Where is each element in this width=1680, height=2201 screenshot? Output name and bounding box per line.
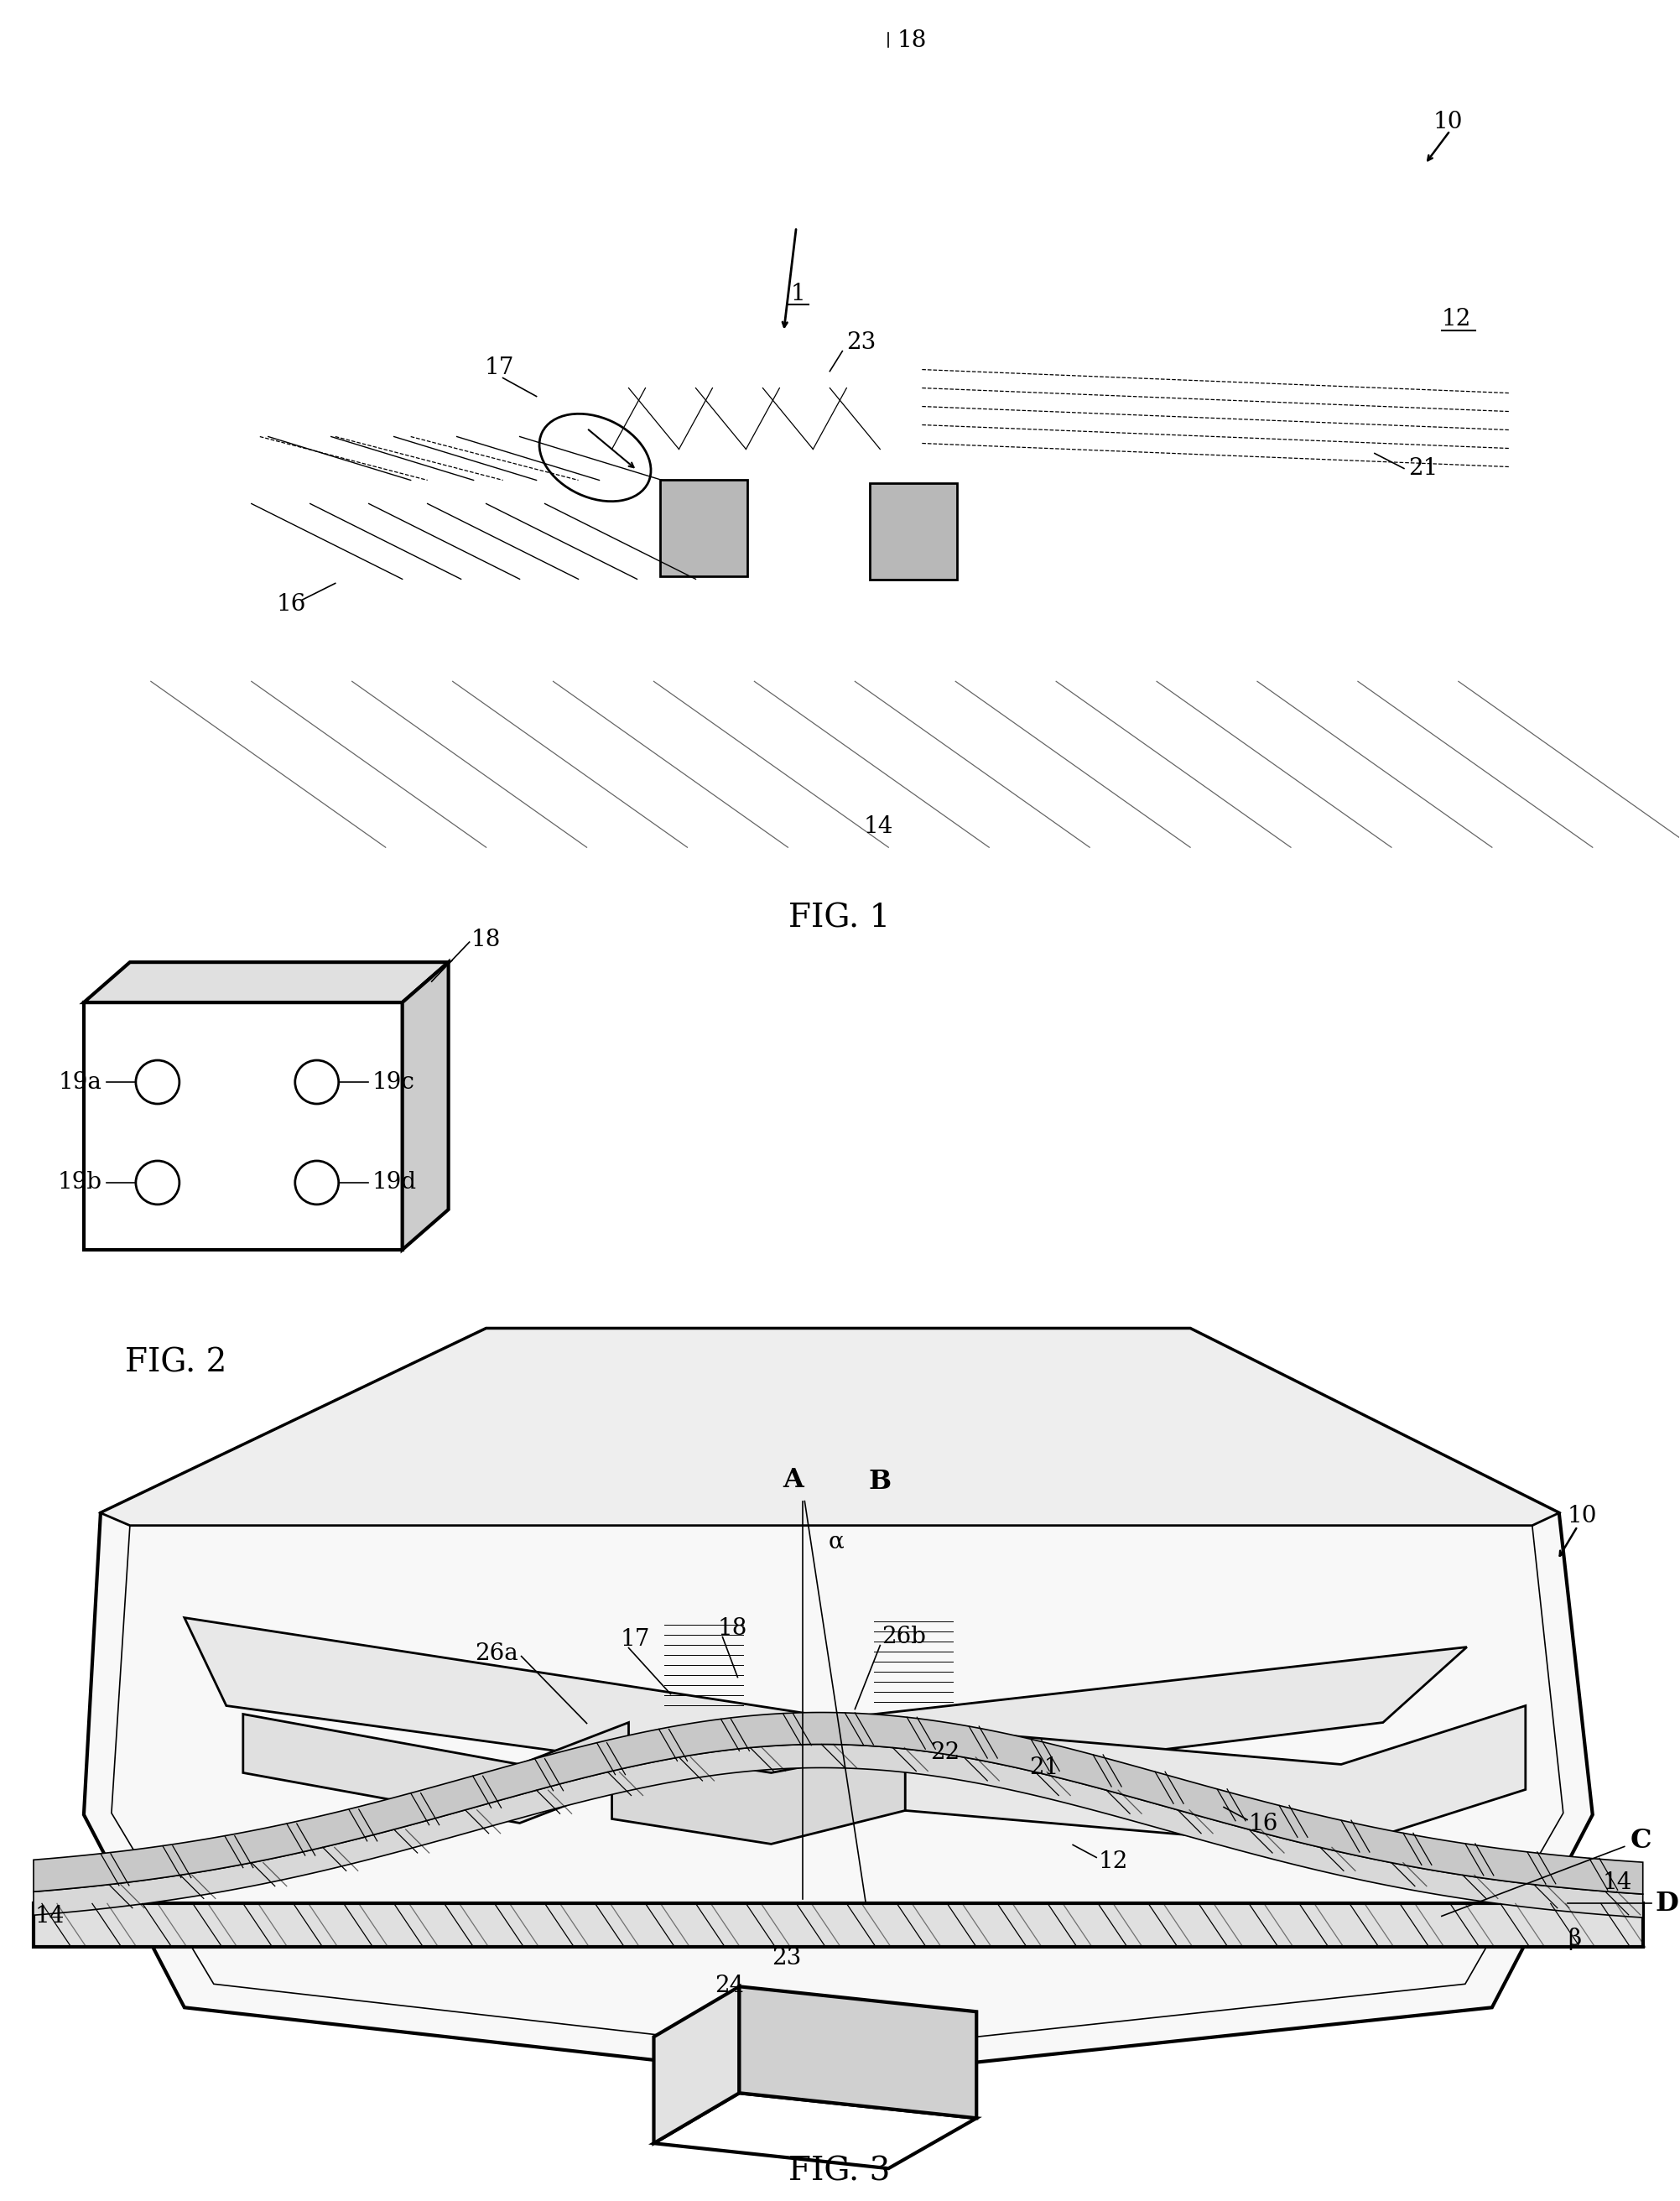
- Text: 18: 18: [470, 929, 501, 951]
- Polygon shape: [739, 1988, 976, 2117]
- Polygon shape: [870, 482, 958, 579]
- Text: 1: 1: [791, 282, 805, 306]
- Polygon shape: [185, 1618, 1467, 1789]
- Polygon shape: [101, 1329, 1559, 1525]
- Text: 21: 21: [1408, 458, 1438, 480]
- Polygon shape: [34, 1712, 1643, 1895]
- Text: 19d: 19d: [373, 1171, 417, 1193]
- Polygon shape: [84, 1329, 1593, 2078]
- Text: D: D: [1655, 1891, 1678, 1917]
- Text: 10: 10: [1433, 110, 1463, 134]
- Polygon shape: [906, 1706, 1525, 1849]
- Text: 23: 23: [847, 332, 877, 354]
- Text: 14: 14: [1603, 1871, 1633, 1893]
- Text: 17: 17: [484, 357, 514, 379]
- Circle shape: [296, 1160, 339, 1204]
- Text: 26a: 26a: [474, 1642, 517, 1666]
- Text: 12: 12: [1441, 308, 1472, 330]
- Bar: [84, 1001, 402, 1250]
- Text: FIG. 3: FIG. 3: [788, 2157, 890, 2188]
- Text: 16: 16: [277, 592, 306, 616]
- Text: 19a: 19a: [59, 1070, 102, 1094]
- Circle shape: [136, 1061, 180, 1105]
- Polygon shape: [612, 1748, 906, 1844]
- Text: 21: 21: [1030, 1756, 1058, 1778]
- Polygon shape: [244, 1715, 628, 1822]
- Text: 22: 22: [931, 1741, 959, 1763]
- Text: B: B: [869, 1468, 890, 1494]
- Circle shape: [296, 1061, 339, 1105]
- Text: 24: 24: [714, 1974, 744, 1996]
- Text: 23: 23: [771, 1946, 801, 1970]
- Polygon shape: [84, 962, 449, 1001]
- Polygon shape: [402, 962, 449, 1250]
- Text: 10: 10: [1567, 1505, 1598, 1527]
- Text: 19c: 19c: [373, 1070, 415, 1094]
- Text: 18: 18: [897, 29, 927, 53]
- Text: 14: 14: [864, 814, 894, 839]
- Text: 12: 12: [1099, 1851, 1127, 1873]
- Text: 26b: 26b: [882, 1627, 926, 1649]
- Polygon shape: [660, 480, 748, 577]
- Polygon shape: [34, 1743, 1643, 1917]
- Text: C: C: [1630, 1827, 1651, 1853]
- Polygon shape: [654, 2093, 976, 2168]
- Text: FIG. 2: FIG. 2: [124, 1347, 227, 1378]
- Text: α: α: [828, 1530, 845, 1552]
- Text: 16: 16: [1248, 1814, 1278, 1836]
- Text: FIG. 1: FIG. 1: [788, 902, 890, 933]
- Text: 17: 17: [620, 1629, 650, 1651]
- Text: 14: 14: [35, 1904, 66, 1928]
- Text: 19b: 19b: [57, 1171, 102, 1193]
- Circle shape: [136, 1160, 180, 1204]
- Text: A: A: [783, 1466, 803, 1492]
- Text: 18: 18: [717, 1618, 748, 1640]
- Text: β: β: [1567, 1928, 1581, 1950]
- Bar: [34, 1904, 1643, 1948]
- Polygon shape: [654, 1988, 739, 2144]
